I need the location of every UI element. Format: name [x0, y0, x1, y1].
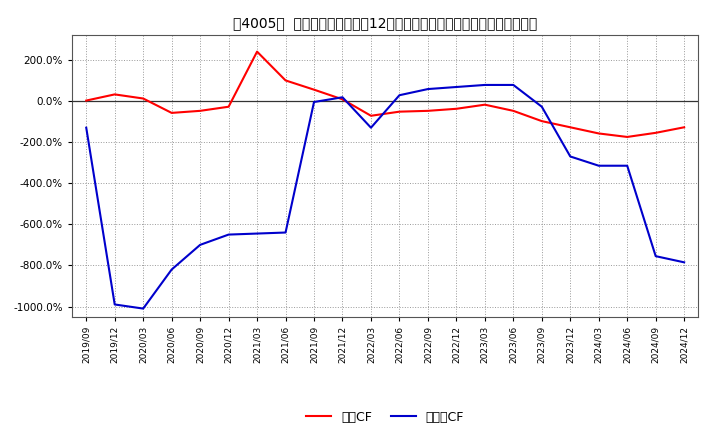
営業CF — [167, 110, 176, 116]
営業CF — [253, 49, 261, 54]
営業CF — [366, 113, 375, 118]
フリーCF — [652, 253, 660, 259]
フリーCF — [566, 154, 575, 159]
フリーCF — [225, 232, 233, 237]
フリーCF — [423, 86, 432, 92]
営業CF — [623, 134, 631, 139]
フリーCF — [167, 267, 176, 272]
営業CF — [509, 108, 518, 114]
フリーCF — [139, 306, 148, 311]
フリーCF — [537, 104, 546, 110]
フリーCF — [253, 231, 261, 236]
営業CF — [480, 102, 489, 107]
フリーCF — [623, 163, 631, 169]
営業CF — [537, 118, 546, 124]
営業CF — [110, 92, 119, 97]
営業CF — [196, 108, 204, 114]
Title: ［4005］  キャッシュフローの12か月移動合計の対前年同期増減率の推移: ［4005］ キャッシュフローの12か月移動合計の対前年同期増減率の推移 — [233, 16, 537, 30]
営業CF — [652, 130, 660, 136]
フリーCF — [509, 82, 518, 88]
営業CF — [225, 104, 233, 110]
フリーCF — [452, 84, 461, 90]
営業CF — [139, 96, 148, 101]
フリーCF — [680, 260, 688, 265]
営業CF — [595, 131, 603, 136]
営業CF — [680, 125, 688, 130]
フリーCF — [480, 82, 489, 88]
フリーCF — [338, 95, 347, 100]
フリーCF — [82, 125, 91, 130]
営業CF — [452, 106, 461, 111]
Legend: 営業CF, フリーCF: 営業CF, フリーCF — [301, 406, 469, 429]
フリーCF — [595, 163, 603, 169]
フリーCF — [395, 92, 404, 98]
Line: フリーCF: フリーCF — [86, 85, 684, 308]
フリーCF — [196, 242, 204, 247]
営業CF — [395, 109, 404, 114]
営業CF — [282, 78, 290, 83]
営業CF — [310, 87, 318, 92]
営業CF — [566, 125, 575, 130]
フリーCF — [110, 302, 119, 307]
Line: 営業CF: 営業CF — [86, 51, 684, 137]
営業CF — [423, 108, 432, 114]
フリーCF — [310, 99, 318, 105]
フリーCF — [366, 125, 375, 130]
営業CF — [82, 98, 91, 103]
営業CF — [338, 97, 347, 102]
フリーCF — [282, 230, 290, 235]
